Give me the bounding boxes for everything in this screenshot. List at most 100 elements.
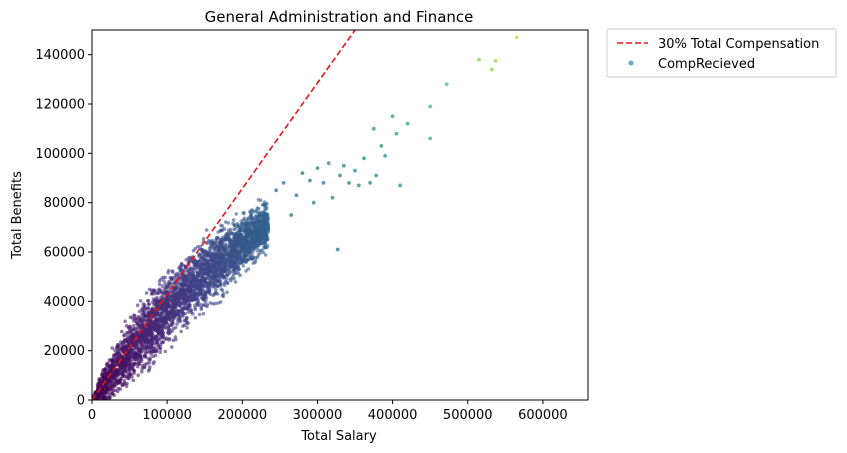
scatter-point bbox=[188, 272, 193, 276]
scatter-point bbox=[132, 371, 136, 376]
plot-area bbox=[91, 29, 589, 401]
scatter-point bbox=[164, 320, 169, 325]
scatter-point bbox=[168, 330, 173, 335]
scatter-point bbox=[248, 246, 253, 250]
scatter-point bbox=[131, 368, 135, 373]
scatter-point bbox=[178, 297, 182, 301]
scatter-point bbox=[97, 381, 101, 386]
scatter-point bbox=[202, 279, 207, 283]
scatter-point bbox=[311, 200, 316, 205]
scatter-point bbox=[152, 289, 156, 294]
scatter-point bbox=[220, 288, 225, 293]
scatter-point bbox=[167, 281, 172, 286]
scatter-point bbox=[157, 287, 162, 291]
scatter-point bbox=[161, 331, 165, 335]
scatter-point bbox=[240, 222, 244, 227]
scatter-point bbox=[211, 301, 215, 306]
scatter-point bbox=[145, 319, 149, 323]
scatter-point bbox=[264, 219, 269, 224]
scatter-point bbox=[233, 233, 238, 237]
scatter-point bbox=[258, 233, 263, 238]
scatter-point bbox=[215, 260, 219, 264]
scatter-point bbox=[228, 249, 233, 254]
scatter-point bbox=[244, 219, 248, 223]
scatter-point bbox=[207, 246, 212, 251]
scatter-point bbox=[250, 228, 255, 233]
scatter-point bbox=[335, 247, 340, 252]
legend-label-line: 30% Total Compensation bbox=[658, 37, 819, 52]
y-tick-label: 140000 bbox=[35, 48, 85, 63]
scatter-point bbox=[203, 249, 207, 254]
scatter-point bbox=[115, 369, 119, 374]
scatter-point bbox=[233, 280, 238, 284]
scatter-point bbox=[186, 291, 191, 295]
scatter-point bbox=[218, 283, 223, 288]
scatter-point bbox=[265, 244, 270, 248]
scatter-point bbox=[171, 287, 176, 292]
scatter-point bbox=[237, 267, 241, 272]
scatter-point bbox=[213, 291, 217, 296]
scatter-point bbox=[163, 349, 168, 354]
scatter-point bbox=[133, 355, 137, 360]
scatter-point bbox=[362, 156, 366, 161]
scatter-point bbox=[187, 283, 192, 287]
scatter-point bbox=[170, 277, 174, 281]
scatter-point bbox=[222, 283, 227, 288]
scatter-point bbox=[221, 294, 225, 299]
scatter-point bbox=[347, 181, 351, 185]
scatter-point bbox=[162, 323, 166, 328]
scatter-point bbox=[197, 279, 201, 283]
scatter-point bbox=[178, 275, 183, 280]
scatter-point bbox=[184, 299, 188, 304]
scatter-point bbox=[263, 253, 268, 257]
scatter-point bbox=[181, 277, 186, 281]
scatter-point bbox=[163, 282, 168, 286]
scatter-point bbox=[230, 246, 234, 250]
scatter-point bbox=[221, 238, 226, 242]
scatter-point bbox=[160, 284, 165, 288]
scatter-point bbox=[217, 240, 222, 245]
x-tick-label: 0 bbox=[88, 408, 96, 423]
scatter-point bbox=[106, 369, 110, 373]
scatter-point bbox=[250, 250, 255, 255]
scatter-point bbox=[186, 321, 190, 325]
scatter-point bbox=[205, 284, 209, 289]
scatter-point bbox=[215, 246, 219, 250]
scatter-point bbox=[239, 248, 244, 252]
scatter-point bbox=[226, 221, 231, 225]
scatter-point bbox=[250, 209, 255, 213]
scatter-point bbox=[191, 312, 195, 316]
scatter-point bbox=[164, 337, 168, 342]
scatter-point bbox=[111, 382, 115, 386]
scatter-point bbox=[117, 380, 122, 385]
scatter-point bbox=[255, 249, 260, 253]
scatter-point bbox=[139, 357, 144, 362]
scatter-point bbox=[163, 299, 168, 303]
scatter-point bbox=[117, 354, 122, 359]
scatter-point bbox=[243, 254, 247, 259]
scatter-point bbox=[262, 214, 267, 218]
scatter-point bbox=[112, 373, 116, 377]
scatter-point bbox=[184, 257, 188, 262]
scatter-point bbox=[229, 278, 233, 283]
scatter-point bbox=[123, 319, 127, 324]
scatter-point bbox=[121, 340, 125, 345]
scatter-point bbox=[160, 318, 164, 323]
scatter-point bbox=[213, 283, 217, 287]
scatter-point bbox=[255, 236, 260, 241]
scatter-point bbox=[122, 378, 127, 383]
scatter-point bbox=[242, 239, 246, 244]
scatter-point bbox=[289, 213, 294, 217]
scatter-point bbox=[234, 212, 238, 216]
scatter-point bbox=[167, 316, 171, 321]
scatter-point bbox=[134, 319, 139, 324]
scatter-point bbox=[128, 324, 133, 329]
scatter-point bbox=[379, 144, 384, 148]
scatter-point bbox=[185, 306, 189, 311]
scatter-point bbox=[181, 314, 185, 319]
scatter-point bbox=[142, 331, 147, 336]
scatter-point bbox=[201, 237, 206, 241]
legend: 30% Total Compensation CompRecieved bbox=[606, 28, 837, 78]
scatter-point bbox=[428, 136, 433, 141]
scatter-point bbox=[238, 227, 242, 231]
